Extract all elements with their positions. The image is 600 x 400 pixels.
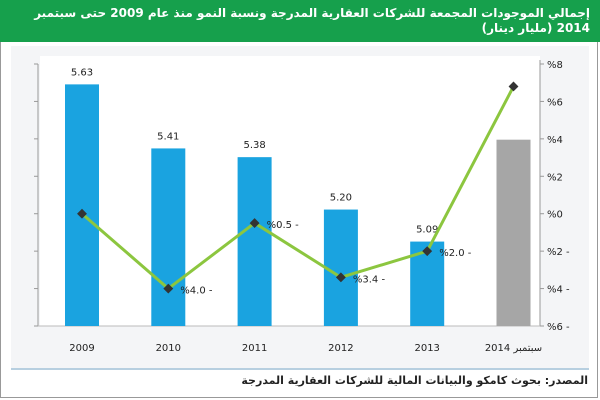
growth-marker bbox=[77, 208, 87, 219]
bar bbox=[151, 148, 186, 326]
growth-value-label: %2.0 - bbox=[439, 248, 472, 259]
bar-value-label: 5.20 bbox=[330, 193, 352, 204]
right-tick-label: %4 bbox=[547, 135, 563, 146]
bar bbox=[496, 139, 531, 326]
bar-value-label: 5.41 bbox=[157, 131, 179, 142]
growth-line bbox=[81, 85, 515, 291]
bar bbox=[65, 84, 99, 326]
chart-frame bbox=[0, 42, 598, 398]
right-tick-label: %2 - bbox=[547, 247, 570, 258]
bar-value-label: 5.63 bbox=[71, 67, 93, 78]
x-tick-label: سبتمبر 2014 bbox=[485, 343, 542, 354]
growth-marker bbox=[163, 283, 174, 294]
right-tick-label: %6 - bbox=[547, 322, 570, 333]
x-tick-label: 2012 bbox=[328, 343, 353, 354]
growth-marker bbox=[335, 272, 346, 283]
bar-value-label: 5.09 bbox=[416, 225, 438, 236]
growth-marker bbox=[249, 218, 260, 229]
combo-chart: %8 %6 %4 %2 %0 %2 - %4 - %6 - 5.63 2009 5.41 2010 5.… bbox=[34, 56, 570, 354]
chart-title: إجمالي الموجودات المجمعة للشركات العقاري… bbox=[0, 0, 600, 42]
bar bbox=[237, 157, 272, 326]
source-note: المصدر: بحوث كامكو والبيانات المالية للش… bbox=[241, 374, 588, 387]
growth-value-label: %4.0 - bbox=[180, 286, 213, 297]
x-tick-label: 2010 bbox=[156, 343, 181, 354]
right-tick-label: %0 bbox=[547, 210, 563, 221]
growth-value-label: %3.4 - bbox=[353, 274, 386, 285]
growth-marker bbox=[422, 246, 433, 257]
x-tick-label: 2011 bbox=[242, 343, 267, 354]
right-tick-label: %6 bbox=[547, 97, 563, 108]
plot-background bbox=[40, 56, 540, 326]
right-tick-label: %4 - bbox=[547, 285, 570, 296]
bar bbox=[323, 209, 358, 326]
right-tick-label: %8 bbox=[547, 60, 563, 71]
growth-value-label: %0.5 - bbox=[267, 220, 300, 231]
x-tick-label: 2013 bbox=[414, 343, 439, 354]
x-tick-label: 2009 bbox=[69, 343, 94, 354]
bar-value-label: 5.38 bbox=[243, 140, 265, 151]
right-tick-label: %2 bbox=[547, 172, 563, 183]
